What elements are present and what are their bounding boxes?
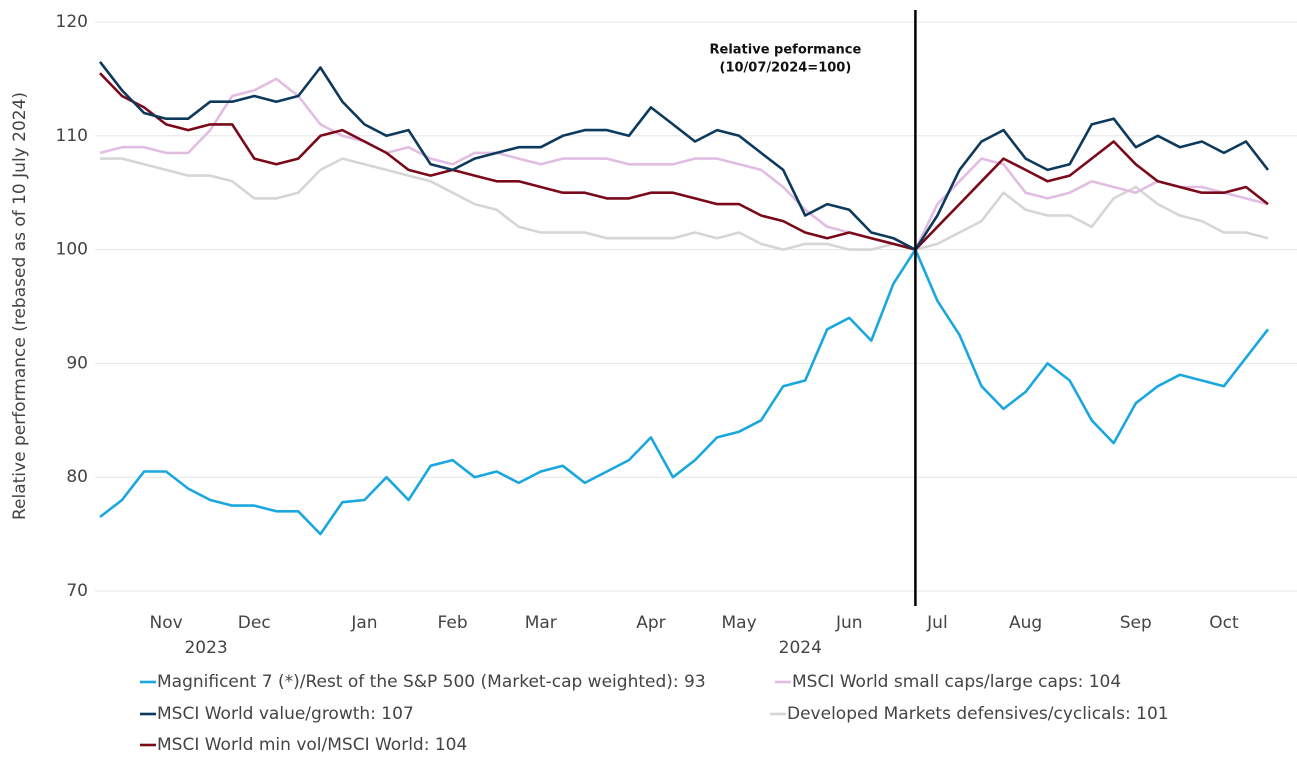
series-line [100, 157, 1269, 251]
legend-label: MSCI World small caps/large caps: 104 [792, 672, 1121, 692]
x-tick-label: Nov [150, 613, 183, 633]
legend-label: Magnificent 7 (*)/Rest of the S&P 500 (M… [157, 672, 706, 692]
x-tick-label: Jan [350, 613, 377, 633]
y-tick-label: 90 [66, 353, 88, 373]
year-label: 2023 [184, 638, 227, 658]
x-tick-label: Jul [926, 613, 948, 633]
x-tick-label: Sep [1120, 613, 1152, 633]
x-tick-label: Feb [438, 613, 468, 633]
year-label: 2024 [779, 638, 822, 658]
y-tick-label: 100 [56, 240, 88, 260]
x-tick-label: Mar [525, 613, 557, 633]
x-tick-label: Jun [835, 613, 863, 633]
annotation: Relative peformance [710, 43, 862, 58]
series-line [99, 72, 1269, 251]
x-tick-label: Apr [636, 613, 665, 633]
y-axis-label: Relative performance (rebased as of 10 J… [10, 92, 30, 520]
y-tick-label: 120 [56, 12, 88, 32]
series-line [99, 77, 1269, 251]
legend-label: MSCI World min vol/MSCI World: 104 [157, 735, 467, 755]
annotation: (10/07/2024=100) [720, 61, 852, 76]
y-tick-label: 70 [66, 581, 88, 601]
x-tick-label: Dec [238, 613, 271, 633]
y-tick-label: 80 [66, 467, 88, 487]
legend-label: Developed Markets defensives/cyclicals: … [787, 704, 1169, 724]
x-tick-label: Aug [1009, 613, 1042, 633]
x-tick-label: Oct [1209, 613, 1239, 633]
legend-label: MSCI World value/growth: 107 [157, 704, 414, 724]
series-line [99, 248, 1270, 536]
x-tick-label: May [722, 613, 757, 633]
y-tick-label: 110 [56, 126, 88, 146]
series-line [98, 61, 1270, 251]
